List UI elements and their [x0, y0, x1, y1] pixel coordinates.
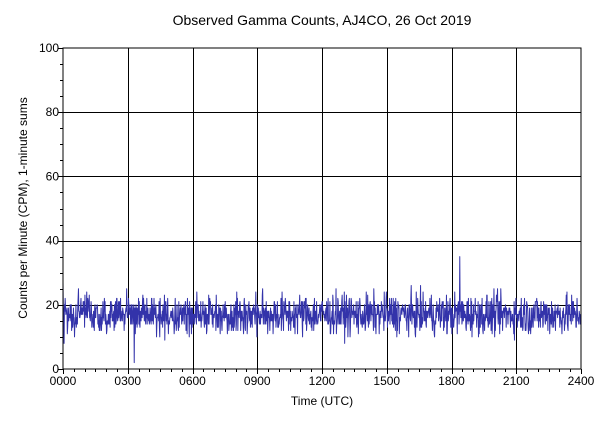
x-tick-label: 0300 — [114, 374, 141, 388]
y-tick-label: 60 — [46, 169, 60, 183]
x-tick-label: 1200 — [309, 374, 336, 388]
chart-title: Observed Gamma Counts, AJ4CO, 26 Oct 201… — [173, 12, 472, 28]
x-tick-label: 2400 — [568, 374, 595, 388]
y-tick-labels: 0 20 40 60 80 100 — [39, 41, 59, 376]
y-tick-label: 20 — [46, 298, 60, 312]
x-tick-label: 0000 — [50, 374, 77, 388]
y-tick-label: 80 — [46, 105, 60, 119]
y-tick-label: 0 — [52, 362, 59, 376]
series-layer — [62, 256, 582, 364]
y-axis-label: Counts per Minute (CPM), 1-minute sums — [16, 97, 30, 318]
x-tick-label: 0600 — [179, 374, 206, 388]
x-tick-label: 1800 — [438, 374, 465, 388]
y-tick-label: 40 — [46, 234, 60, 248]
x-tick-labels: 0000 0300 0600 0900 1200 1500 1800 2100 2400 — [50, 374, 595, 388]
x-tick-label: 2100 — [503, 374, 530, 388]
x-axis-label: Time (UTC) — [291, 394, 353, 408]
x-tick-label: 0900 — [244, 374, 271, 388]
series-line — [62, 256, 582, 364]
x-tick-label: 1500 — [373, 374, 400, 388]
grid-lines — [63, 48, 581, 369]
tick-marks — [58, 48, 582, 374]
y-tick-label: 100 — [39, 41, 59, 55]
